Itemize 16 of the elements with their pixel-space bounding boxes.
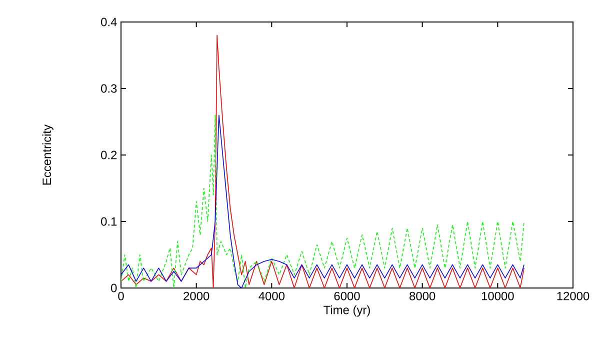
y-tick-label: 0.2: [101, 150, 117, 160]
line-series: [121, 34, 524, 288]
x-tick-label: 0: [118, 292, 124, 300]
x-tick-label: 8000: [410, 292, 436, 300]
y-tick-label: 0: [111, 284, 117, 292]
y-tick-label: 0.4: [101, 18, 117, 26]
x-tick-label: 4000: [258, 292, 284, 300]
line-series: [121, 114, 524, 288]
x-tick-label: 12000: [557, 292, 590, 300]
x-tick-label: 10000: [482, 292, 514, 300]
x-tick-label: 6000: [334, 292, 360, 300]
y-axis-title: Eccentricity: [42, 124, 54, 185]
y-tick-label: 0.3: [101, 84, 117, 93]
x-axis-title: Time (yr): [324, 305, 370, 317]
x-tick-label: 2000: [184, 292, 210, 300]
y-tick-label: 0.1: [101, 217, 117, 226]
